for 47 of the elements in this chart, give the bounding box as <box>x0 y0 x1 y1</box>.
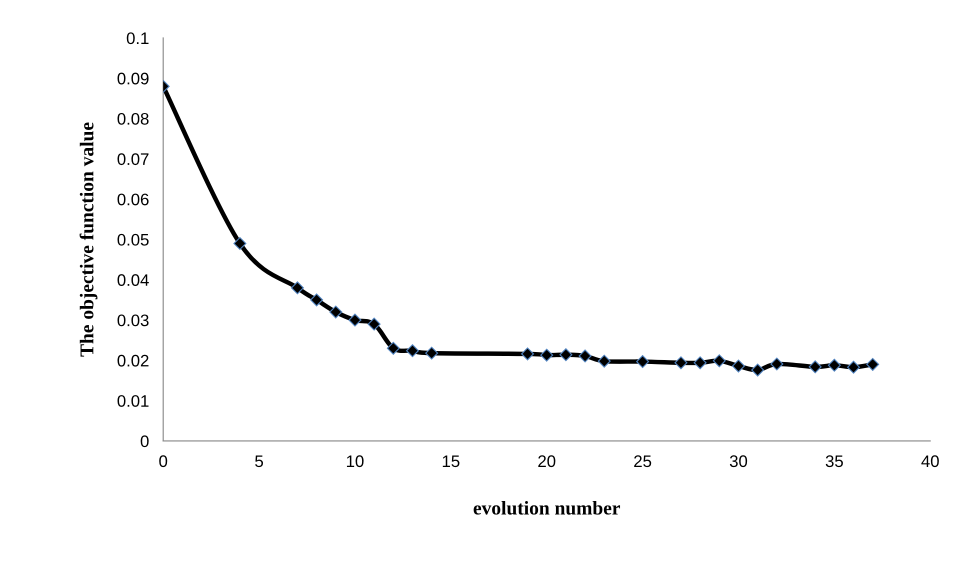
point <box>751 364 764 376</box>
point <box>636 355 650 368</box>
y-tick-label: 0.05 <box>118 234 149 246</box>
x-tick-label: 20 <box>538 455 556 468</box>
point <box>329 306 342 318</box>
point <box>406 344 419 358</box>
point <box>828 358 841 372</box>
x-tick-label: 10 <box>346 455 364 468</box>
point <box>233 237 246 250</box>
x-tick-label: 35 <box>826 455 843 468</box>
point <box>386 342 400 355</box>
point <box>521 347 534 360</box>
x-tick-label: 15 <box>442 455 460 468</box>
x-tick-label: 30 <box>730 455 748 468</box>
x-tick-label: 5 <box>255 455 264 468</box>
point <box>808 360 822 374</box>
y-tick-label: 0.03 <box>118 314 149 326</box>
point <box>712 354 726 368</box>
point <box>732 360 745 372</box>
point <box>290 281 304 294</box>
point <box>694 356 707 370</box>
y-axis-title: The objective function value <box>80 122 98 357</box>
y-tick-label: 0.02 <box>118 354 148 367</box>
point <box>847 360 860 374</box>
point <box>866 358 880 371</box>
x-tick-label: 25 <box>634 455 652 468</box>
y-tick-label: 0 <box>140 435 149 448</box>
x-axis-title: evolution number <box>474 500 620 515</box>
y-tick-label: 0.01 <box>118 395 148 407</box>
point <box>559 348 572 362</box>
y-tick-label: 0.06 <box>118 194 149 206</box>
point <box>368 318 381 331</box>
point <box>425 346 438 360</box>
point <box>598 354 611 368</box>
point <box>310 293 324 306</box>
x-tick-label: 40 <box>921 455 939 468</box>
y-tick-label: 0.07 <box>118 153 148 166</box>
y-tick-label: 0.1 <box>126 32 148 44</box>
point <box>540 348 554 362</box>
y-tick-label: 0.08 <box>118 112 149 125</box>
x-tick-label: 0 <box>159 455 168 468</box>
point <box>674 356 688 370</box>
point <box>348 314 362 327</box>
y-tick-label: 0.04 <box>118 274 149 286</box>
point <box>578 349 592 362</box>
y-tick-label: 0.09 <box>118 72 149 84</box>
point <box>770 358 784 370</box>
